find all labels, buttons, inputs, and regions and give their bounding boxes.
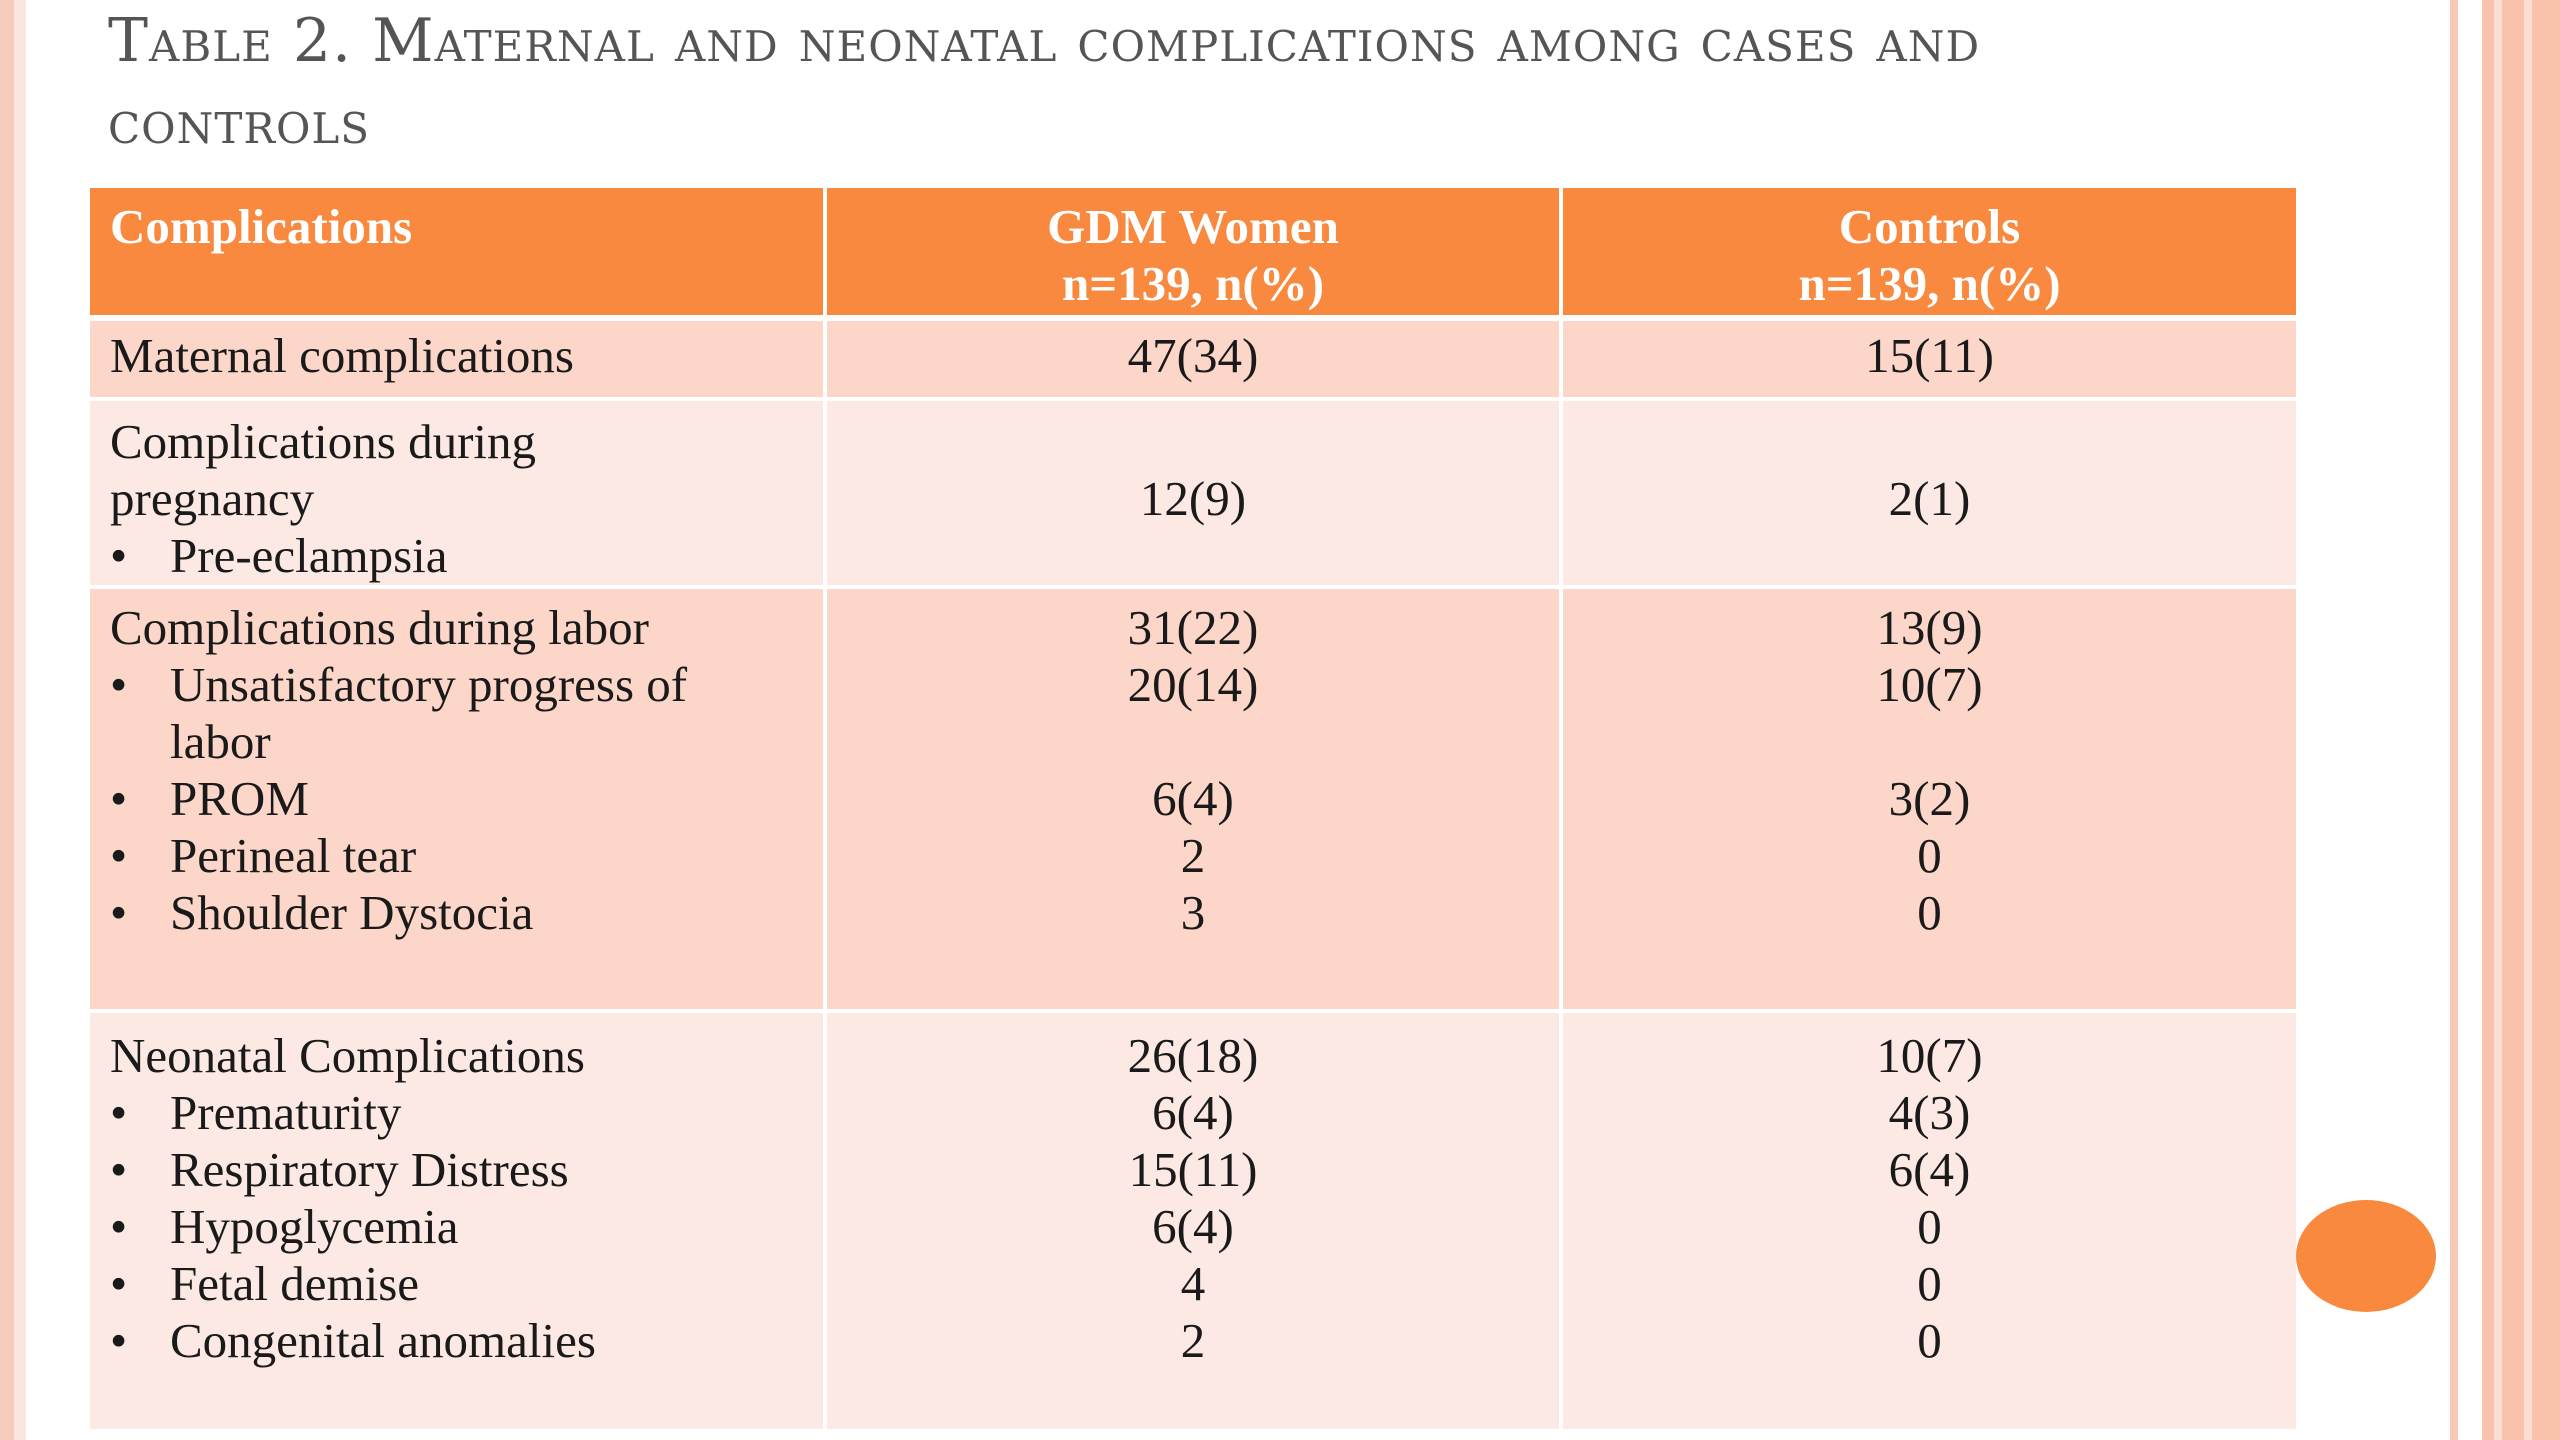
list-item: • Congenital anomalies [110,1312,823,1369]
bullet-icon: • [110,771,128,826]
header-complications: Complications [90,188,827,321]
row-gdm-value: 31(22) [1127,600,1259,655]
item-controls-value: 0 [1917,1256,1942,1311]
slide-left-border [0,0,26,1440]
complications-table-container: Complications GDM Women n=139, n(%) Cont… [90,188,2296,1440]
bullet-icon: • [110,828,128,883]
row-controls-cell: 2(1) [1561,399,2296,587]
bullet-icon: • [110,657,128,712]
item-gdm-value: 3 [1180,885,1206,940]
list-item-label: Fetal demise [170,1256,420,1311]
list-item-label: Pre-eclampsia [170,528,448,583]
list-item: • Prematurity [110,1084,823,1141]
list-item-continuation: labor [110,713,823,770]
row-label-cell: Complications during labor • Unsatisfact… [90,587,827,1011]
list-item-label: Perineal tear [170,828,417,883]
item-gdm-value: 2 [1180,1313,1206,1368]
slide-title: Table 2. Maternal and neonatal complicat… [108,0,2328,164]
header-complications-label: Complications [110,199,413,254]
slide-title-line-1: Table 2. Maternal and neonatal complicat… [108,6,1981,76]
table-row: Maternal complications 47(34) 15(11) [90,318,2296,399]
decorative-orange-circle [2296,1200,2436,1312]
list-item-label: Unsatisfactory progress of [170,657,688,712]
header-controls-n: n=139, n(%) [1798,256,2061,311]
row-gdm-cell: 26(18) 6(4) 15(11) 6(4) 4 2 [825,1011,1563,1431]
list-item: • Fetal demise [110,1255,823,1312]
header-controls-label: Controls [1838,199,2021,254]
row-controls-cell: 13(9) 10(7) 3(2) 0 0 [1561,587,2296,1011]
row-controls-cell: 10(7) 4(3) 6(4) 0 0 0 [1561,1011,2296,1431]
table-row: Neonatal Complications • Prematurity • R… [90,1011,2296,1431]
item-gdm-value: 6(4) [1152,1085,1234,1140]
bullet-icon: • [110,1199,128,1254]
table-row: Complications during labor • Unsatisfact… [90,587,2296,1011]
header-gdm-label: GDM Women [1047,199,1339,254]
row-label-cell: Maternal complications [90,318,827,399]
list-item-label: Congenital anomalies [170,1313,596,1368]
item-controls-value: 0 [1917,828,1942,883]
item-controls-value: 0 [1917,1199,1942,1254]
row-controls-cell: 15(11) [1561,318,2296,399]
row-label-line-1: Complications during [110,414,536,469]
list-item-label: Shoulder Dystocia [170,885,534,940]
bullet-icon: • [110,1142,128,1197]
bullet-icon: • [110,528,128,583]
row-gdm-cell: 47(34) [825,318,1563,399]
row-gdm-cell: 31(22) 20(14) 6(4) 2 3 [825,587,1563,1011]
bullet-icon: • [110,885,128,940]
item-gdm-value: 4 [1180,1256,1206,1311]
item-gdm-value: 15(11) [1128,1142,1258,1197]
item-controls-value: 3(2) [1888,771,1971,826]
row-gdm-value: 26(18) [1127,1028,1259,1083]
bullet-icon: • [110,1313,128,1368]
row-gdm-value: 47(34) [1127,328,1259,383]
item-controls-value: 10(7) [1876,657,1983,712]
row-controls-value: 2(1) [1888,471,1971,526]
header-gdm-women: GDM Women n=139, n(%) [825,188,1563,321]
item-controls-value: 4(3) [1888,1085,1971,1140]
complications-table: Complications GDM Women n=139, n(%) Cont… [90,188,2296,1433]
item-gdm-value: 2 [1180,828,1206,883]
list-item-label: PROM [170,771,309,826]
list-item: • Shoulder Dystocia [110,884,823,941]
list-item: • Respiratory Distress [110,1141,823,1198]
item-gdm-value: 6(4) [1152,771,1234,826]
list-item: • Hypoglycemia [110,1198,823,1255]
table-row: Complications during pregnancy • Pre-ecl… [90,399,2296,587]
list-item-label: Respiratory Distress [170,1142,569,1197]
row-gdm-cell: 12(9) [825,399,1563,587]
list-item: • Pre-eclampsia [110,527,823,584]
header-gdm-n: n=139, n(%) [1061,256,1325,311]
slide-title-line-2: controls [108,88,371,158]
row-label: Neonatal Complications [110,1028,585,1083]
slide-right-decoration [2444,0,2560,1440]
list-item-label: Prematurity [170,1085,402,1140]
list-item: • PROM [110,770,823,827]
list-item: • Perineal tear [110,827,823,884]
item-controls-value: 6(4) [1888,1142,1971,1197]
item-gdm-value: 20(14) [1127,657,1259,712]
bullet-icon: • [110,1256,128,1311]
row-label: Maternal complications [110,328,574,383]
item-gdm-value: 6(4) [1152,1199,1234,1254]
header-controls: Controls n=139, n(%) [1561,188,2296,321]
row-label-cell: Complications during pregnancy • Pre-ecl… [90,399,827,587]
bullet-icon: • [110,1085,128,1140]
row-controls-value: 15(11) [1865,328,1994,383]
item-controls-value: 0 [1917,885,1942,940]
row-controls-value: 10(7) [1876,1028,1983,1083]
list-item-label-continued: labor [170,714,271,769]
row-label-line-2: pregnancy [110,471,315,526]
row-label-cell: Neonatal Complications • Prematurity • R… [90,1011,827,1431]
row-gdm-value: 12(9) [1139,471,1247,526]
table-header-row: Complications GDM Women n=139, n(%) Cont… [90,188,2296,321]
item-controls-value: 0 [1917,1313,1942,1368]
list-item: • Unsatisfactory progress of [110,656,823,713]
list-item-label: Hypoglycemia [170,1199,459,1254]
row-controls-value: 13(9) [1876,600,1983,655]
row-label: Complications during labor [110,600,649,655]
